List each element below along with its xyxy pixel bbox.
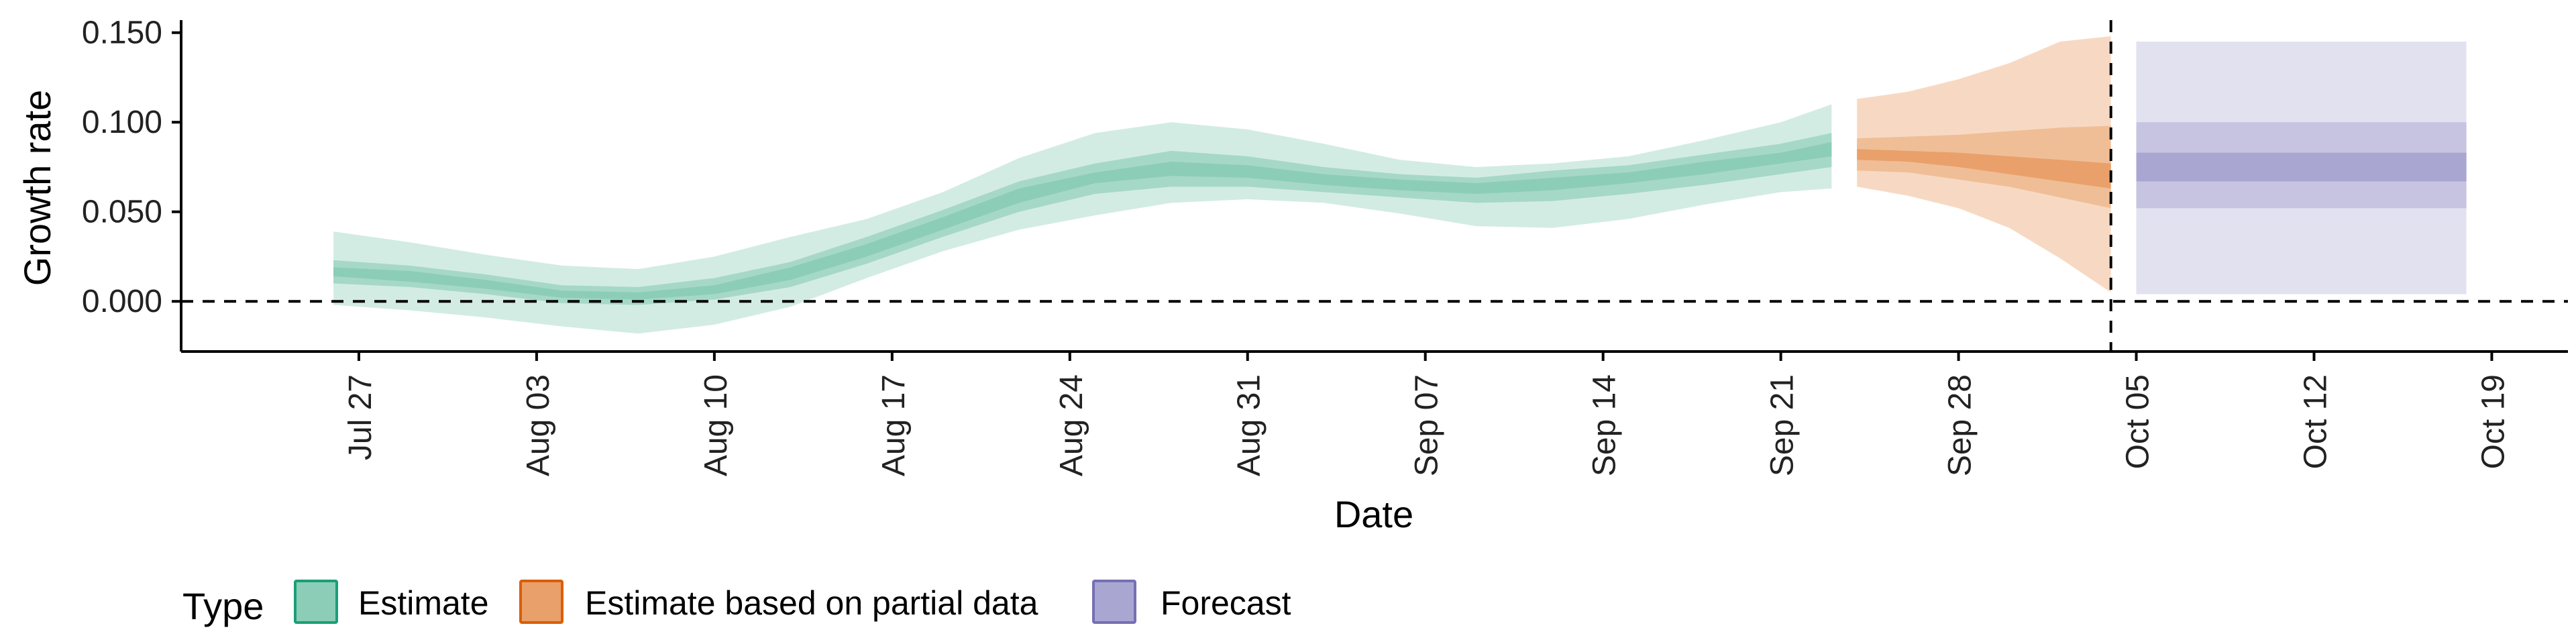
x-tick-label-sep-28: Sep 28 [1943, 374, 1978, 476]
estimate-band-20 [333, 142, 1832, 300]
y-tick-label-0-000: 0.000 [82, 284, 162, 319]
x-tick-label-sep-21: Sep 21 [1765, 374, 1801, 476]
x-tick-label-aug-10: Aug 10 [698, 374, 734, 476]
y-tick-label-0-050: 0.050 [82, 195, 162, 230]
legend-label-estimate: Estimate [358, 584, 489, 622]
series-estimate-based-on-partial-data [1857, 36, 2111, 292]
estimate-based-on-partial-data-band-20 [1857, 149, 2111, 189]
x-tick-layer: Jul 27 Aug 03 Aug 10 Aug 17 Aug 24 Aug 31 Sep … [343, 352, 2511, 476]
x-tick-label-aug-17: Aug 17 [876, 374, 912, 476]
legend-title: Type [182, 585, 264, 627]
x-tick-label-aug-03: Aug 03 [521, 374, 556, 476]
y-tick-label-0-150: 0.150 [82, 15, 162, 51]
band-layer [333, 36, 2467, 334]
x-tick-label-sep-14: Sep 14 [1587, 374, 1623, 476]
series-forecast [2136, 42, 2467, 294]
x-tick-label-sep-07: Sep 07 [1409, 374, 1445, 476]
x-tick-label-aug-24: Aug 24 [1054, 374, 1089, 476]
legend-swatch-forecast [1092, 580, 1136, 624]
x-axis-title: Date [1334, 493, 1413, 535]
reference-line-layer [181, 20, 2568, 352]
x-tick-label-oct-05: Oct 05 [2121, 374, 2156, 469]
legend-swatch-estimate-partial [519, 580, 564, 624]
x-tick-label-aug-31: Aug 31 [1232, 374, 1267, 476]
y-tick-layer: 0.000 0.050 0.100 0.150 [82, 15, 181, 319]
x-tick-label-oct-19: Oct 19 [2475, 374, 2511, 469]
y-tick-label-0-100: 0.100 [82, 105, 162, 140]
y-axis-title: Growth rate [16, 90, 58, 286]
axes-layer [180, 20, 2568, 353]
legend: Type Estimate Estimate based on partial … [182, 580, 1291, 627]
forecast-band-20 [2136, 152, 2467, 182]
legend-label-forecast: Forecast [1161, 584, 1291, 622]
estimate-band-90 [333, 104, 1832, 334]
series-estimate [333, 104, 1832, 334]
legend-label-estimate-partial: Estimate based on partial data [585, 584, 1038, 622]
x-tick-label-oct-12: Oct 12 [2298, 374, 2333, 469]
x-tick-label-jul-27: Jul 27 [343, 374, 378, 460]
legend-swatch-estimate [294, 580, 338, 624]
